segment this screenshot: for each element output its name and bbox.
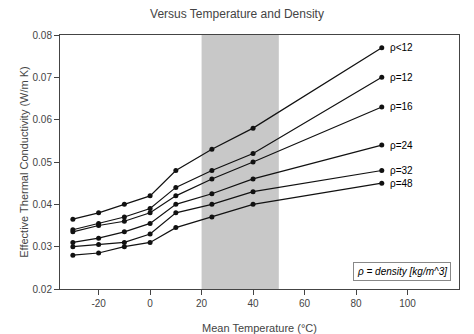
svg-text:ρ<12: ρ<12 <box>390 42 413 53</box>
svg-text:0.02: 0.02 <box>33 284 53 295</box>
svg-text:ρ = density [kg/m^3]: ρ = density [kg/m^3] <box>357 266 447 277</box>
svg-text:20: 20 <box>196 298 208 309</box>
svg-text:-20: -20 <box>91 298 106 309</box>
svg-text:60: 60 <box>299 298 311 309</box>
svg-text:0.06: 0.06 <box>33 114 53 125</box>
svg-text:0.07: 0.07 <box>33 72 53 83</box>
svg-text:Mean Temperature (°C): Mean Temperature (°C) <box>202 322 317 334</box>
svg-text:ρ=32: ρ=32 <box>390 165 413 176</box>
svg-text:100: 100 <box>399 298 416 309</box>
svg-text:ρ=24: ρ=24 <box>390 140 413 151</box>
svg-text:0.08: 0.08 <box>33 30 53 41</box>
svg-text:Effective Thermal Conductivity: Effective Thermal Conductivity (W/m K) <box>18 66 30 258</box>
svg-text:ρ=12: ρ=12 <box>390 72 413 83</box>
svg-text:0.03: 0.03 <box>33 241 53 252</box>
svg-text:0.04: 0.04 <box>33 199 53 210</box>
svg-text:ρ=48: ρ=48 <box>390 178 413 189</box>
svg-text:40: 40 <box>247 298 259 309</box>
svg-text:Versus Temperature and Density: Versus Temperature and Density <box>150 7 324 21</box>
svg-text:0.05: 0.05 <box>33 157 53 168</box>
svg-text:ρ=16: ρ=16 <box>390 101 413 112</box>
svg-text:0: 0 <box>147 298 153 309</box>
svg-text:80: 80 <box>350 298 362 309</box>
